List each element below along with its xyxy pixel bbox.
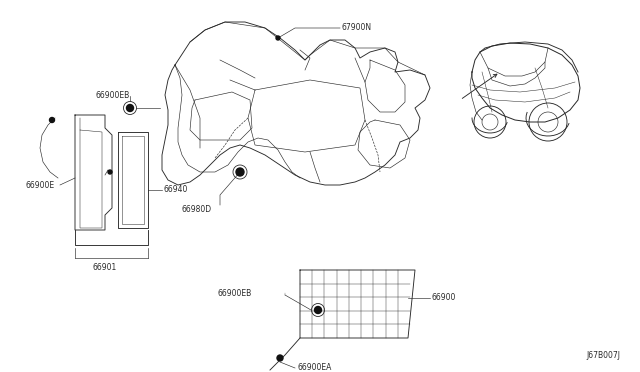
Circle shape: [127, 105, 134, 112]
Text: 66901: 66901: [93, 263, 117, 273]
Circle shape: [277, 355, 283, 361]
Circle shape: [49, 118, 54, 122]
Text: 66900: 66900: [432, 294, 456, 302]
Circle shape: [316, 308, 320, 312]
Text: 66940: 66940: [164, 186, 188, 195]
Text: 67900N: 67900N: [342, 23, 372, 32]
Circle shape: [236, 168, 244, 176]
Text: 66900EB: 66900EB: [218, 289, 252, 298]
Text: 66900E: 66900E: [25, 180, 54, 189]
Text: 66900EB: 66900EB: [95, 90, 129, 99]
Circle shape: [314, 307, 321, 314]
Circle shape: [108, 170, 112, 174]
Text: 66900EA: 66900EA: [298, 363, 332, 372]
Text: 66980D: 66980D: [182, 205, 212, 215]
Text: J67B007J: J67B007J: [586, 351, 620, 360]
Circle shape: [276, 36, 280, 40]
